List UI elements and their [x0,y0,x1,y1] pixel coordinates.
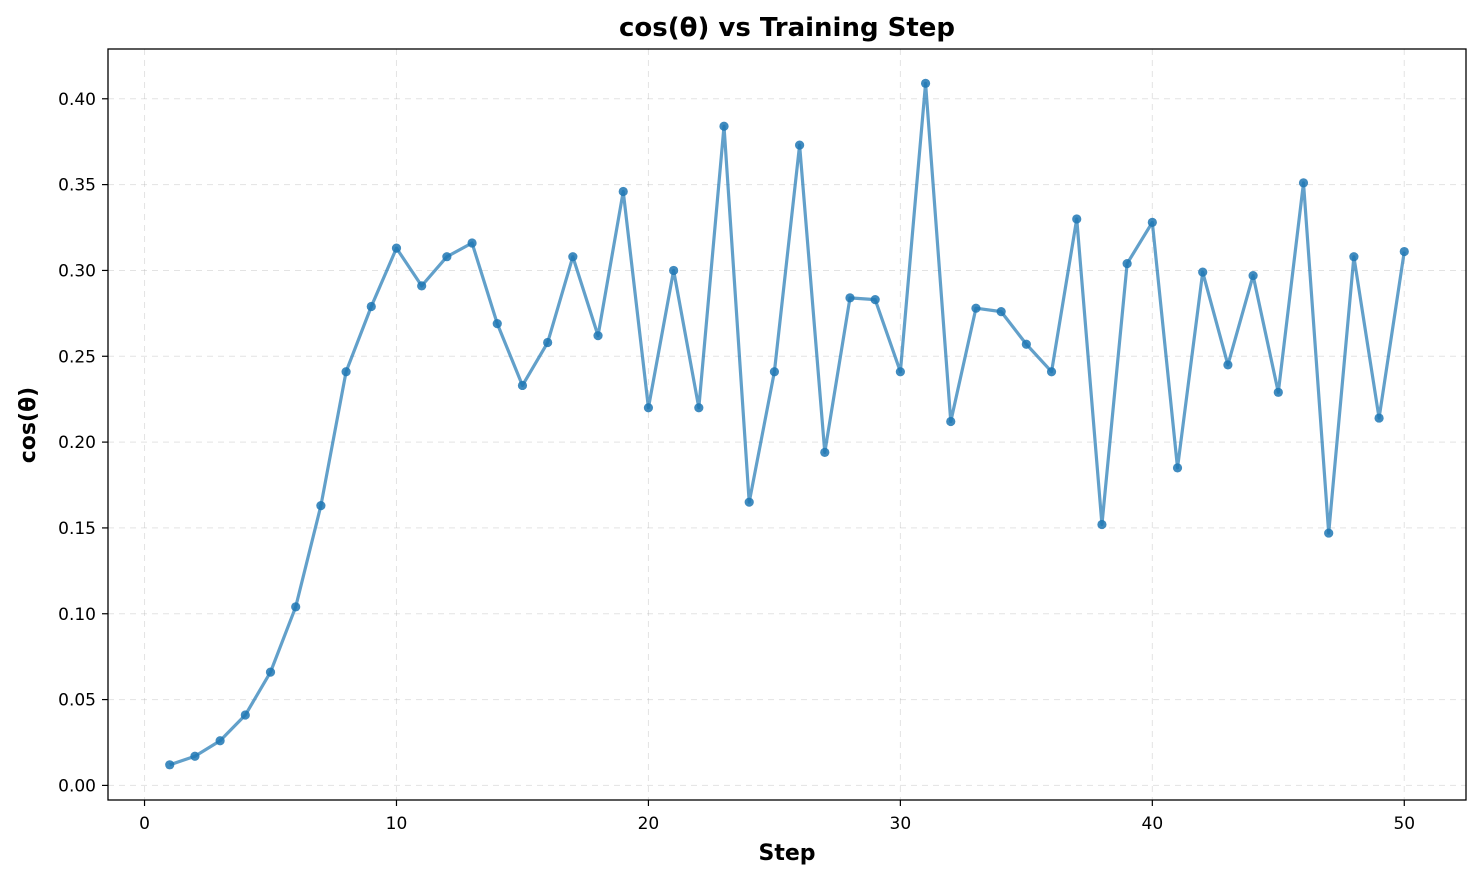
data-point [1046,367,1057,377]
y-tick-label: 0.10 [58,605,96,625]
y-axis: 0.00 0.05 0.10 0.15 0.20 0.25 0.30 0.35 0.40 [58,90,108,796]
y-axis-label: cos(θ) [16,387,41,463]
data-point [845,293,855,303]
data-point [291,602,301,612]
data-point [190,751,200,761]
chart-title: cos(θ) vs Training Step [619,13,955,43]
x-axis-label: Step [758,841,815,866]
x-tick-label: 40 [1142,814,1164,834]
data-point [618,186,628,197]
data-point [996,307,1006,317]
x-tick-label: 20 [638,814,660,834]
x-tick-label: 30 [890,814,912,834]
data-point [946,416,956,427]
y-tick-label: 0.40 [58,90,96,110]
data-point [1298,178,1309,188]
data-point [719,121,729,131]
data-points [165,78,1409,770]
data-point [971,303,981,313]
data-point [366,301,376,312]
data-point [895,367,905,377]
data-point [1399,246,1409,257]
data-point [794,140,805,150]
data-point [694,403,704,413]
data-point [568,252,578,262]
y-tick-label: 0.20 [58,433,96,453]
data-point [265,667,276,677]
data-point [1198,267,1208,277]
y-tick-label: 0.15 [58,519,96,539]
y-tick-label: 0.35 [58,176,96,196]
data-point [417,281,427,291]
data-point [920,78,931,88]
data-point [1273,387,1283,397]
x-axis: 0 10 20 30 40 50 [139,800,1415,834]
data-point [1172,463,1183,473]
data-point [1374,413,1384,423]
data-point [744,497,754,507]
data-point [643,403,654,413]
data-point [215,736,225,746]
y-tick-label: 0.25 [58,347,96,367]
data-point [442,252,452,262]
y-tick-label: 0.30 [58,261,96,281]
data-point [543,337,553,348]
grid-lines [108,49,1466,800]
data-point [316,501,326,511]
data-point [492,319,502,329]
data-point [165,760,175,770]
data-point [1324,528,1334,538]
data-point [391,243,402,253]
x-tick-label: 50 [1393,814,1415,834]
data-point [517,380,528,391]
data-point [1147,217,1157,227]
plot-frame [107,48,1467,801]
data-point [1122,258,1132,269]
data-point [341,367,351,377]
y-tick-label: 0.05 [58,691,96,711]
data-point [870,295,880,305]
data-point [1072,214,1082,224]
y-tick-label: 0.00 [58,776,96,796]
data-point [820,447,830,457]
data-point [769,367,780,377]
data-point [669,265,679,276]
data-point [240,710,250,720]
x-tick-label: 10 [386,814,408,834]
data-point [1248,270,1258,281]
data-point [1223,360,1233,370]
data-point [1021,339,1031,349]
x-tick-label: 0 [139,814,150,834]
data-point [467,238,477,248]
data-point [1097,519,1107,530]
series-line [169,81,1406,767]
data-point [1349,252,1359,262]
data-point [593,331,603,341]
